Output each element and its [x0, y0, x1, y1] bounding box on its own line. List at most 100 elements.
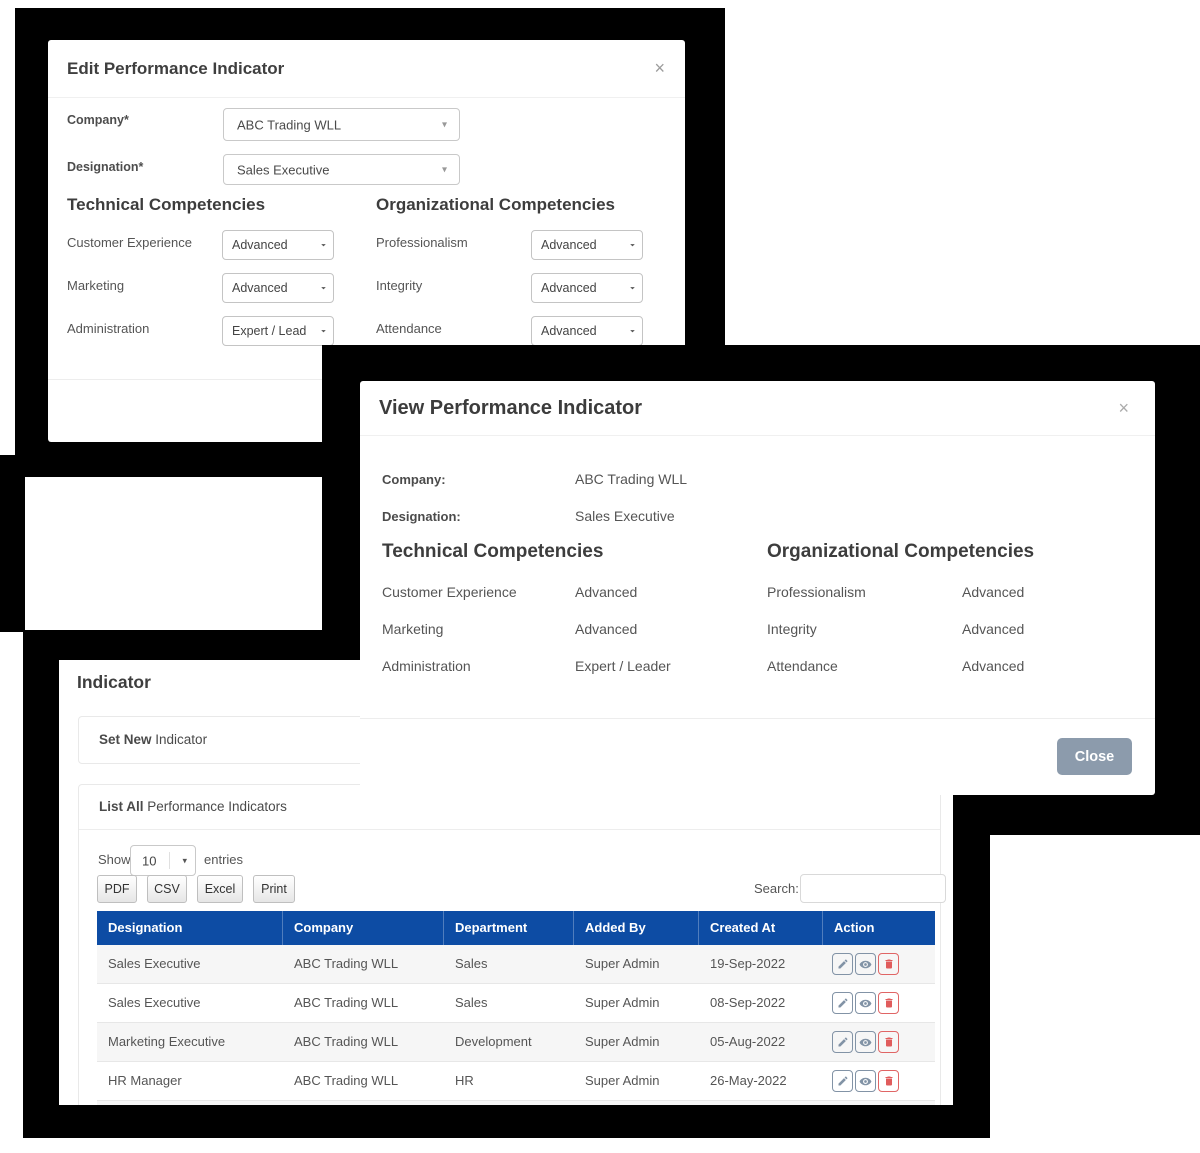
edit-action-button[interactable]	[832, 1070, 853, 1092]
competency-label: Marketing	[382, 621, 444, 637]
export-csv-button[interactable]: CSV	[147, 875, 187, 903]
cell-added-by: Super Admin	[585, 956, 660, 971]
chevron-down-icon	[321, 330, 326, 333]
view-performance-indicator-modal: View Performance Indicator × Company: AB…	[360, 381, 1155, 795]
competency-value: Advanced	[962, 621, 1025, 637]
cell-department: Sales	[455, 995, 488, 1010]
column-header-department[interactable]: Department	[444, 911, 574, 945]
cell-actions	[823, 1023, 935, 1061]
competency-label: Marketing	[67, 278, 125, 293]
cell-company: ABC Trading WLL	[294, 956, 399, 971]
table-row: Sales Executive ABC Trading WLL Sales Su…	[97, 945, 935, 984]
competency-label: Professionalism	[376, 235, 468, 250]
chevron-down-icon	[630, 244, 635, 247]
column-header-added-by[interactable]: Added By	[574, 911, 699, 945]
delete-action-button[interactable]	[878, 992, 899, 1014]
competency-label: Integrity	[376, 278, 423, 293]
designation-label: Designation:	[382, 509, 461, 524]
set-new-rest-text: Indicator	[151, 732, 208, 747]
column-header-company[interactable]: Company	[283, 911, 444, 945]
edit-action-button[interactable]	[832, 953, 853, 975]
search-label: Search:	[754, 881, 799, 896]
cell-actions	[823, 1062, 935, 1100]
delete-action-button[interactable]	[878, 953, 899, 975]
cell-company: ABC Trading WLL	[294, 1034, 399, 1049]
view-action-button[interactable]	[855, 1070, 876, 1092]
company-label: Company:	[382, 472, 446, 487]
cell-company: ABC Trading WLL	[294, 1073, 399, 1088]
designation-label: Designation*	[67, 160, 144, 174]
export-print-button[interactable]: Print	[253, 875, 295, 903]
edit-action-button[interactable]	[832, 992, 853, 1014]
export-pdf-button[interactable]: PDF	[97, 875, 137, 903]
column-header-action[interactable]: Action	[834, 920, 875, 935]
chevron-down-icon	[321, 287, 326, 290]
competency-label: Administration	[382, 658, 471, 674]
caret-down-icon: ▾	[182, 855, 187, 865]
close-icon[interactable]: ×	[1118, 398, 1129, 418]
entries-label: entries	[204, 852, 244, 867]
chevron-down-icon	[321, 244, 326, 247]
edit-modal-title: Edit Performance Indicator	[67, 59, 285, 78]
competency-select[interactable]: Advanced	[222, 273, 334, 303]
table-header-row: Designation Company Department Added By …	[97, 911, 935, 945]
company-select-value: ABC Trading WLL	[237, 117, 342, 132]
competency-label: Customer Experience	[67, 235, 192, 250]
cell-added-by: Super Admin	[585, 995, 660, 1010]
competency-select-value: Advanced	[232, 281, 288, 295]
competency-select[interactable]: Advanced	[222, 230, 334, 260]
competency-label: Professionalism	[767, 584, 866, 600]
select-divider	[169, 852, 170, 869]
view-modal-footer-divider	[360, 718, 1155, 719]
cell-actions	[823, 945, 935, 983]
column-header-created-at[interactable]: Created At	[699, 911, 823, 945]
page-title: Indicator	[77, 672, 151, 692]
designation-select[interactable]: Sales Executive ▾	[223, 154, 460, 185]
competency-label: Attendance	[376, 321, 442, 336]
view-action-button[interactable]	[855, 953, 876, 975]
edit-modal-header: Edit Performance Indicator ×	[48, 40, 685, 98]
cell-added-by: Super Admin	[585, 1073, 660, 1088]
show-label: Show	[98, 852, 131, 867]
cell-actions	[823, 984, 935, 1022]
edit-action-button[interactable]	[832, 1031, 853, 1053]
view-action-button[interactable]	[855, 992, 876, 1014]
designation-value: Sales Executive	[575, 508, 675, 524]
cell-department: HR	[455, 1073, 474, 1088]
delete-action-button[interactable]	[878, 1031, 899, 1053]
cell-designation: HR Manager	[108, 1073, 182, 1088]
competency-select[interactable]: Expert / Lead	[222, 316, 334, 346]
search-input[interactable]	[800, 874, 946, 903]
designation-select-value: Sales Executive	[237, 162, 330, 177]
column-header-designation[interactable]: Designation	[97, 911, 283, 945]
trash-icon	[885, 998, 892, 1008]
competency-label: Administration	[67, 321, 150, 336]
export-excel-button[interactable]: Excel	[197, 875, 243, 903]
close-button[interactable]: Close	[1057, 738, 1132, 775]
competency-select[interactable]: Advanced	[531, 273, 643, 303]
organizational-competencies-heading: Organizational Competencies	[767, 541, 1035, 562]
company-select[interactable]: ABC Trading WLL ▾	[223, 108, 460, 141]
pencil-icon	[838, 998, 848, 1008]
view-action-button[interactable]	[855, 1031, 876, 1053]
delete-action-button[interactable]	[878, 1070, 899, 1092]
cell-designation: Marketing Executive	[108, 1034, 226, 1049]
cell-designation: Sales Executive	[108, 956, 201, 971]
indicators-table: Designation Company Department Added By …	[97, 911, 935, 1105]
competency-select[interactable]: Advanced	[531, 230, 643, 260]
close-icon[interactable]: ×	[654, 58, 665, 78]
entries-per-page-select[interactable]: 10 ▾	[130, 845, 196, 876]
list-all-card-header[interactable]: List All Performance Indicators	[79, 785, 940, 830]
pencil-icon	[838, 1037, 848, 1047]
eye-icon	[859, 1038, 872, 1046]
list-all-label: List All Performance Indicators	[99, 785, 287, 829]
competency-select[interactable]: Advanced	[531, 316, 643, 346]
company-value: ABC Trading WLL	[575, 471, 688, 487]
competency-value: Advanced	[575, 621, 638, 637]
eye-icon	[859, 999, 872, 1007]
eye-icon	[859, 960, 872, 968]
view-modal-header: View Performance Indicator ×	[360, 381, 1155, 436]
pencil-icon	[838, 959, 848, 969]
table-row: HR Manager ABC Trading WLL HR Super Admi…	[97, 1062, 935, 1101]
competency-value: Advanced	[962, 658, 1025, 674]
